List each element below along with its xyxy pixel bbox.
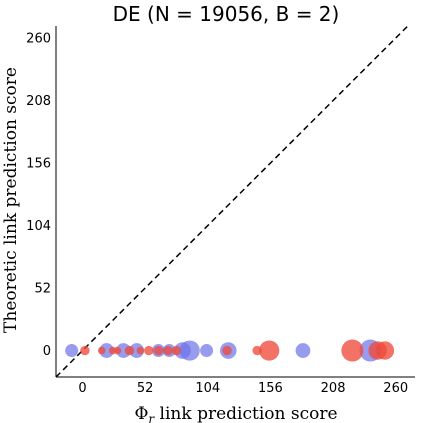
point-blue-7 xyxy=(179,340,200,361)
point-red-10 xyxy=(222,345,232,356)
point-red-0 xyxy=(80,345,90,356)
y-tick-label-52: 52 xyxy=(34,282,51,297)
point-red-4 xyxy=(124,345,135,356)
x-tick-label-104: 104 xyxy=(195,381,220,396)
point-red-5 xyxy=(136,346,145,355)
chart-title: DE (N = 19056, B = 2) xyxy=(113,2,340,26)
x-tick-label-52: 52 xyxy=(137,381,154,396)
y-axis-label: Theoretic link prediction score xyxy=(1,67,21,333)
x-tick-label-156: 156 xyxy=(258,381,283,396)
x-axis-label-symbol: Φ xyxy=(134,404,148,423)
point-red-6 xyxy=(144,345,154,356)
x-tick-label-260: 260 xyxy=(383,381,408,396)
y-tick-label-208: 208 xyxy=(26,94,51,109)
x-tick-label-208: 208 xyxy=(321,381,346,396)
y-tick-label-104: 104 xyxy=(26,219,51,234)
point-red-15 xyxy=(375,341,395,360)
x-axis-label: Φr link prediction score xyxy=(134,404,337,423)
point-blue-1 xyxy=(99,343,114,358)
series-red xyxy=(80,339,395,362)
plot-area xyxy=(55,25,415,378)
x-tick-labels: 0 52 104 156 208 260 xyxy=(78,381,408,396)
point-blue-8 xyxy=(200,344,214,358)
x-axis-label-text: link prediction score xyxy=(154,404,337,423)
point-red-9 xyxy=(171,345,182,356)
y-tick-label-156: 156 xyxy=(26,157,51,172)
point-blue-10 xyxy=(295,343,311,358)
point-red-1 xyxy=(97,346,106,355)
y-tick-labels: 0 52 104 156 208 260 xyxy=(26,32,51,360)
point-red-12 xyxy=(259,340,280,361)
x-axis-label-subscript: r xyxy=(148,412,155,423)
point-red-7 xyxy=(153,345,164,356)
reference-diagonal-line xyxy=(55,25,409,378)
x-tick-label-0: 0 xyxy=(78,381,86,396)
point-blue-0 xyxy=(65,344,79,358)
point-red-13 xyxy=(341,339,364,362)
y-tick-label-0: 0 xyxy=(43,344,51,359)
point-red-3 xyxy=(113,346,122,355)
point-red-8 xyxy=(163,345,173,356)
y-tick-label-260: 260 xyxy=(26,32,51,47)
